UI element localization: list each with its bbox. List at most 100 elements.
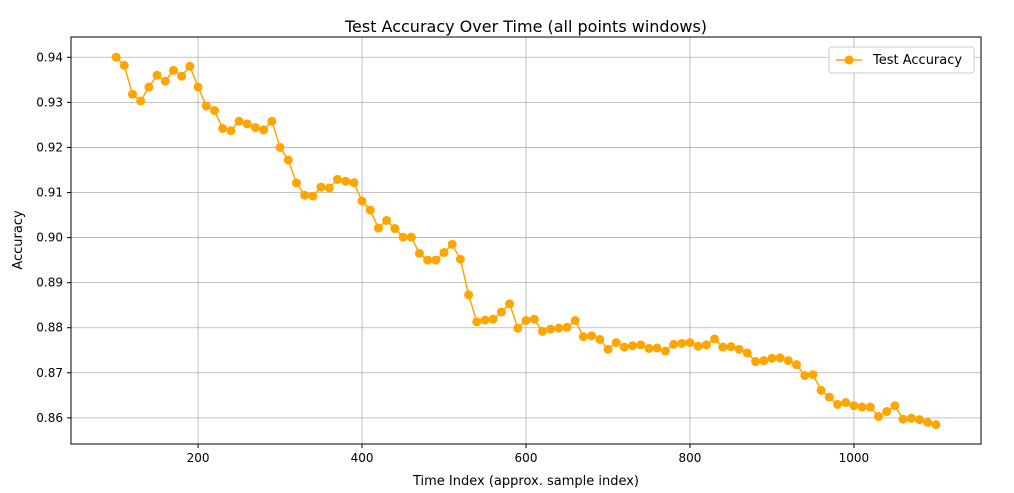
data-point <box>218 124 228 133</box>
data-point <box>365 205 375 215</box>
data-point <box>562 322 572 332</box>
data-point <box>742 348 752 358</box>
data-point <box>685 338 695 348</box>
data-point <box>636 340 646 350</box>
y-tick-label: 0.92 <box>36 140 63 154</box>
data-point <box>660 346 670 356</box>
x-tick-label: 400 <box>351 451 374 465</box>
data-point <box>513 323 523 333</box>
data-point <box>455 254 465 264</box>
data-point <box>923 417 933 427</box>
data-point <box>332 174 342 184</box>
data-point <box>874 412 884 422</box>
data-point <box>439 247 449 257</box>
data-point <box>767 353 777 363</box>
data-point <box>882 407 892 417</box>
data-point <box>275 142 285 152</box>
x-axis-label: Time Index (approx. sample index) <box>412 474 639 489</box>
data-point <box>382 215 392 225</box>
data-point <box>611 338 621 348</box>
data-point <box>398 232 408 242</box>
data-point <box>234 116 244 126</box>
data-point <box>406 232 416 242</box>
data-point <box>554 323 564 333</box>
data-point <box>619 342 629 352</box>
data-point <box>136 96 146 106</box>
data-point <box>537 326 547 336</box>
data-point <box>521 316 531 325</box>
y-tick-label: 0.88 <box>36 321 63 335</box>
data-point <box>177 71 187 81</box>
y-tick-label: 0.94 <box>36 50 63 64</box>
data-point <box>701 340 711 350</box>
data-point <box>841 398 851 408</box>
data-point <box>291 178 301 188</box>
data-point <box>201 101 211 111</box>
data-point <box>693 341 703 351</box>
data-point <box>677 338 687 348</box>
data-point <box>119 60 129 70</box>
data-point <box>931 420 941 430</box>
data-point <box>775 353 785 363</box>
data-point <box>144 82 154 92</box>
data-point <box>423 255 433 265</box>
data-point <box>595 334 605 344</box>
data-point <box>849 401 859 411</box>
data-point <box>628 341 638 351</box>
data-point <box>824 392 834 402</box>
data-point <box>915 415 925 425</box>
data-point <box>603 344 613 354</box>
data-point <box>111 52 121 62</box>
data-point <box>431 255 441 265</box>
data-point <box>644 343 654 353</box>
data-point <box>193 82 203 92</box>
data-point <box>759 356 769 366</box>
x-tick-label: 600 <box>515 451 538 465</box>
data-point <box>570 316 580 325</box>
x-tick-label: 800 <box>679 451 702 465</box>
data-point <box>669 339 679 349</box>
y-tick-label: 0.91 <box>36 185 63 199</box>
y-tick-label: 0.93 <box>36 95 63 109</box>
y-tick-label: 0.90 <box>36 231 63 245</box>
data-point <box>127 89 137 99</box>
data-point <box>496 307 506 317</box>
data-point <box>906 413 916 423</box>
data-point <box>652 343 662 353</box>
data-point <box>808 370 818 380</box>
y-axis-label: Accuracy <box>11 210 26 270</box>
data-point <box>480 315 490 325</box>
data-point <box>898 414 908 424</box>
data-point <box>300 190 310 200</box>
legend-label: Test Accuracy <box>872 53 962 68</box>
data-point <box>816 385 826 395</box>
data-point <box>324 183 334 193</box>
data-point <box>833 399 843 409</box>
data-point <box>357 196 367 206</box>
chart-title: Test Accuracy Over Time (all points wind… <box>344 17 707 36</box>
data-point <box>152 70 162 80</box>
data-point <box>865 402 875 412</box>
data-point <box>751 357 761 367</box>
data-point <box>488 314 498 324</box>
data-point <box>283 155 293 165</box>
data-point <box>734 344 744 354</box>
data-point <box>587 331 597 341</box>
data-point <box>800 370 810 380</box>
data-point <box>168 65 178 75</box>
y-tick-label: 0.89 <box>36 276 63 290</box>
data-point <box>316 182 326 192</box>
data-point <box>890 401 900 411</box>
data-point <box>160 76 170 86</box>
data-point <box>390 224 400 234</box>
data-point <box>546 324 556 334</box>
data-point <box>373 223 383 233</box>
data-point <box>718 342 728 352</box>
data-point <box>792 360 802 370</box>
series-layer <box>111 52 941 430</box>
x-tick-label: 1000 <box>839 451 870 465</box>
data-point <box>472 317 482 327</box>
data-point <box>464 290 474 300</box>
data-point <box>250 123 260 133</box>
